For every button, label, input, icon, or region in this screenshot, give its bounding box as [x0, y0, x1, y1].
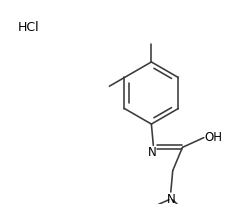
Text: OH: OH: [205, 131, 223, 144]
Text: N: N: [166, 193, 175, 206]
Text: HCl: HCl: [18, 22, 39, 34]
Text: N: N: [148, 146, 157, 159]
